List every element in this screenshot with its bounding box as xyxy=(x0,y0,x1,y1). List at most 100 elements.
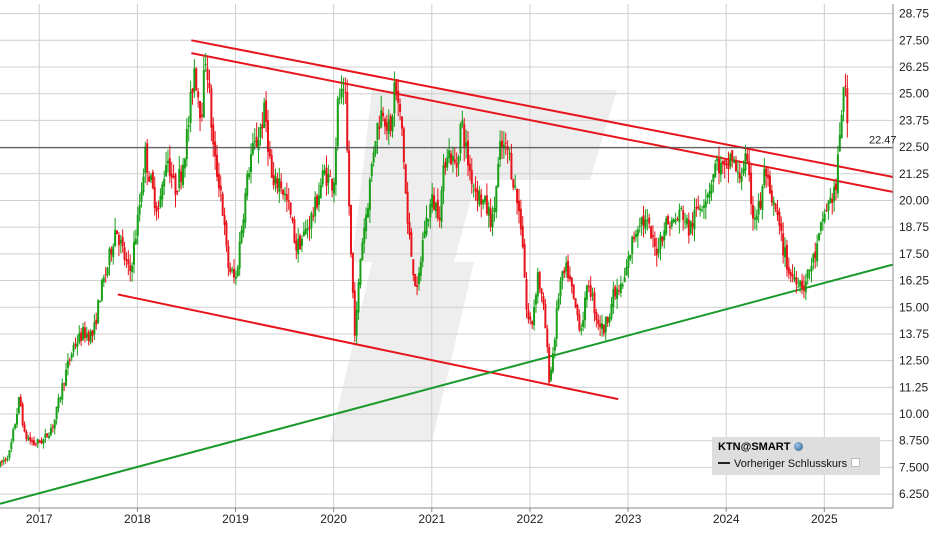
trendline xyxy=(191,39,894,178)
candle-body xyxy=(748,160,751,176)
candle-body xyxy=(131,265,134,272)
candle-body xyxy=(736,171,739,173)
candle-body xyxy=(638,225,641,227)
candle-body xyxy=(423,230,426,239)
candle-body xyxy=(276,178,279,189)
candle-body xyxy=(723,160,726,166)
candle-body xyxy=(536,272,539,297)
candle-body xyxy=(372,152,375,163)
candle-body xyxy=(234,276,237,279)
candle-body xyxy=(550,369,553,381)
candle-body xyxy=(32,440,35,445)
candle-body xyxy=(134,238,137,244)
candle-body xyxy=(548,347,551,383)
y-tick-label: 8.750 xyxy=(899,434,929,448)
candle-body xyxy=(829,197,832,203)
candle-body xyxy=(483,196,486,202)
candle-body xyxy=(97,299,100,323)
candle-body xyxy=(540,288,543,295)
candle-body xyxy=(121,236,124,247)
candle-body xyxy=(12,429,15,441)
candle-body xyxy=(348,150,351,207)
candle-body xyxy=(780,223,783,231)
candle-body xyxy=(761,186,764,210)
candle-body xyxy=(827,201,830,211)
candle-body xyxy=(285,194,288,201)
candle-body xyxy=(759,200,762,208)
candle-body xyxy=(157,208,160,210)
candle-body xyxy=(682,210,685,221)
candle-body xyxy=(283,193,286,196)
candle-body xyxy=(197,91,200,98)
candle-body xyxy=(87,332,90,341)
candle-body xyxy=(221,193,224,216)
candle-body xyxy=(710,184,713,194)
axes xyxy=(0,4,894,509)
x-tick-label: 2020 xyxy=(320,512,347,526)
candle-body xyxy=(619,283,622,294)
candle-body xyxy=(468,163,471,171)
candle-body xyxy=(302,231,305,237)
candle-body xyxy=(525,279,528,310)
candle-body xyxy=(89,331,92,343)
candle-body xyxy=(49,427,52,435)
candle-body xyxy=(765,168,768,177)
candle-body xyxy=(448,150,451,159)
candle-body xyxy=(27,438,30,440)
candle-body xyxy=(665,218,668,234)
candle-body xyxy=(604,316,607,333)
candle-body xyxy=(751,204,754,219)
candle-body xyxy=(721,161,724,165)
candle-body xyxy=(508,152,511,154)
candle-body xyxy=(365,214,368,232)
candle-body xyxy=(397,90,400,104)
candle-body xyxy=(646,220,649,222)
y-tick-label: 17.50 xyxy=(899,247,929,261)
candle-body xyxy=(557,298,560,309)
candle-body xyxy=(802,285,805,291)
candle-body xyxy=(533,307,536,326)
candle-body xyxy=(563,270,566,274)
candle-body xyxy=(316,195,319,208)
candle-body xyxy=(574,298,577,308)
candle-body xyxy=(799,280,802,287)
candle-body xyxy=(336,98,339,147)
candle-body xyxy=(185,128,188,160)
candle-body xyxy=(325,167,328,186)
candle-body xyxy=(314,196,317,217)
candle-body xyxy=(249,154,252,173)
checkbox-icon[interactable] xyxy=(851,458,861,467)
candle-body xyxy=(629,254,632,259)
candle-body xyxy=(804,281,807,293)
candle-body xyxy=(295,240,298,251)
candle-body xyxy=(274,176,277,184)
candle-body xyxy=(584,297,587,321)
candle-body xyxy=(366,208,369,218)
candle-body xyxy=(144,146,147,174)
x-tick-label: 2023 xyxy=(615,512,642,526)
candle-body xyxy=(776,209,779,215)
candle-body xyxy=(233,268,236,278)
y-tick-label: 10.00 xyxy=(899,407,929,421)
candle-body xyxy=(255,136,258,147)
legend-item-previous-close[interactable]: Vorheriger Schlusskurs xyxy=(718,458,861,470)
candle-body xyxy=(500,140,503,148)
candle-body xyxy=(304,228,307,235)
candle-body xyxy=(202,69,205,118)
y-tick-label: 15.00 xyxy=(899,300,929,314)
candle-body xyxy=(823,213,826,222)
y-tick-label: 16.25 xyxy=(899,274,929,288)
candle-body xyxy=(2,460,5,462)
candle-body xyxy=(767,174,770,179)
candle-body xyxy=(768,175,771,193)
candle-body xyxy=(791,274,794,277)
candle-body xyxy=(10,442,13,449)
candle-body xyxy=(342,89,345,91)
candle-body xyxy=(634,233,637,238)
candle-body xyxy=(440,190,443,222)
candle-body xyxy=(485,195,488,214)
candle-body xyxy=(744,153,747,171)
candle-body xyxy=(482,199,485,204)
candle-body xyxy=(691,223,694,227)
candle-body xyxy=(676,218,679,220)
